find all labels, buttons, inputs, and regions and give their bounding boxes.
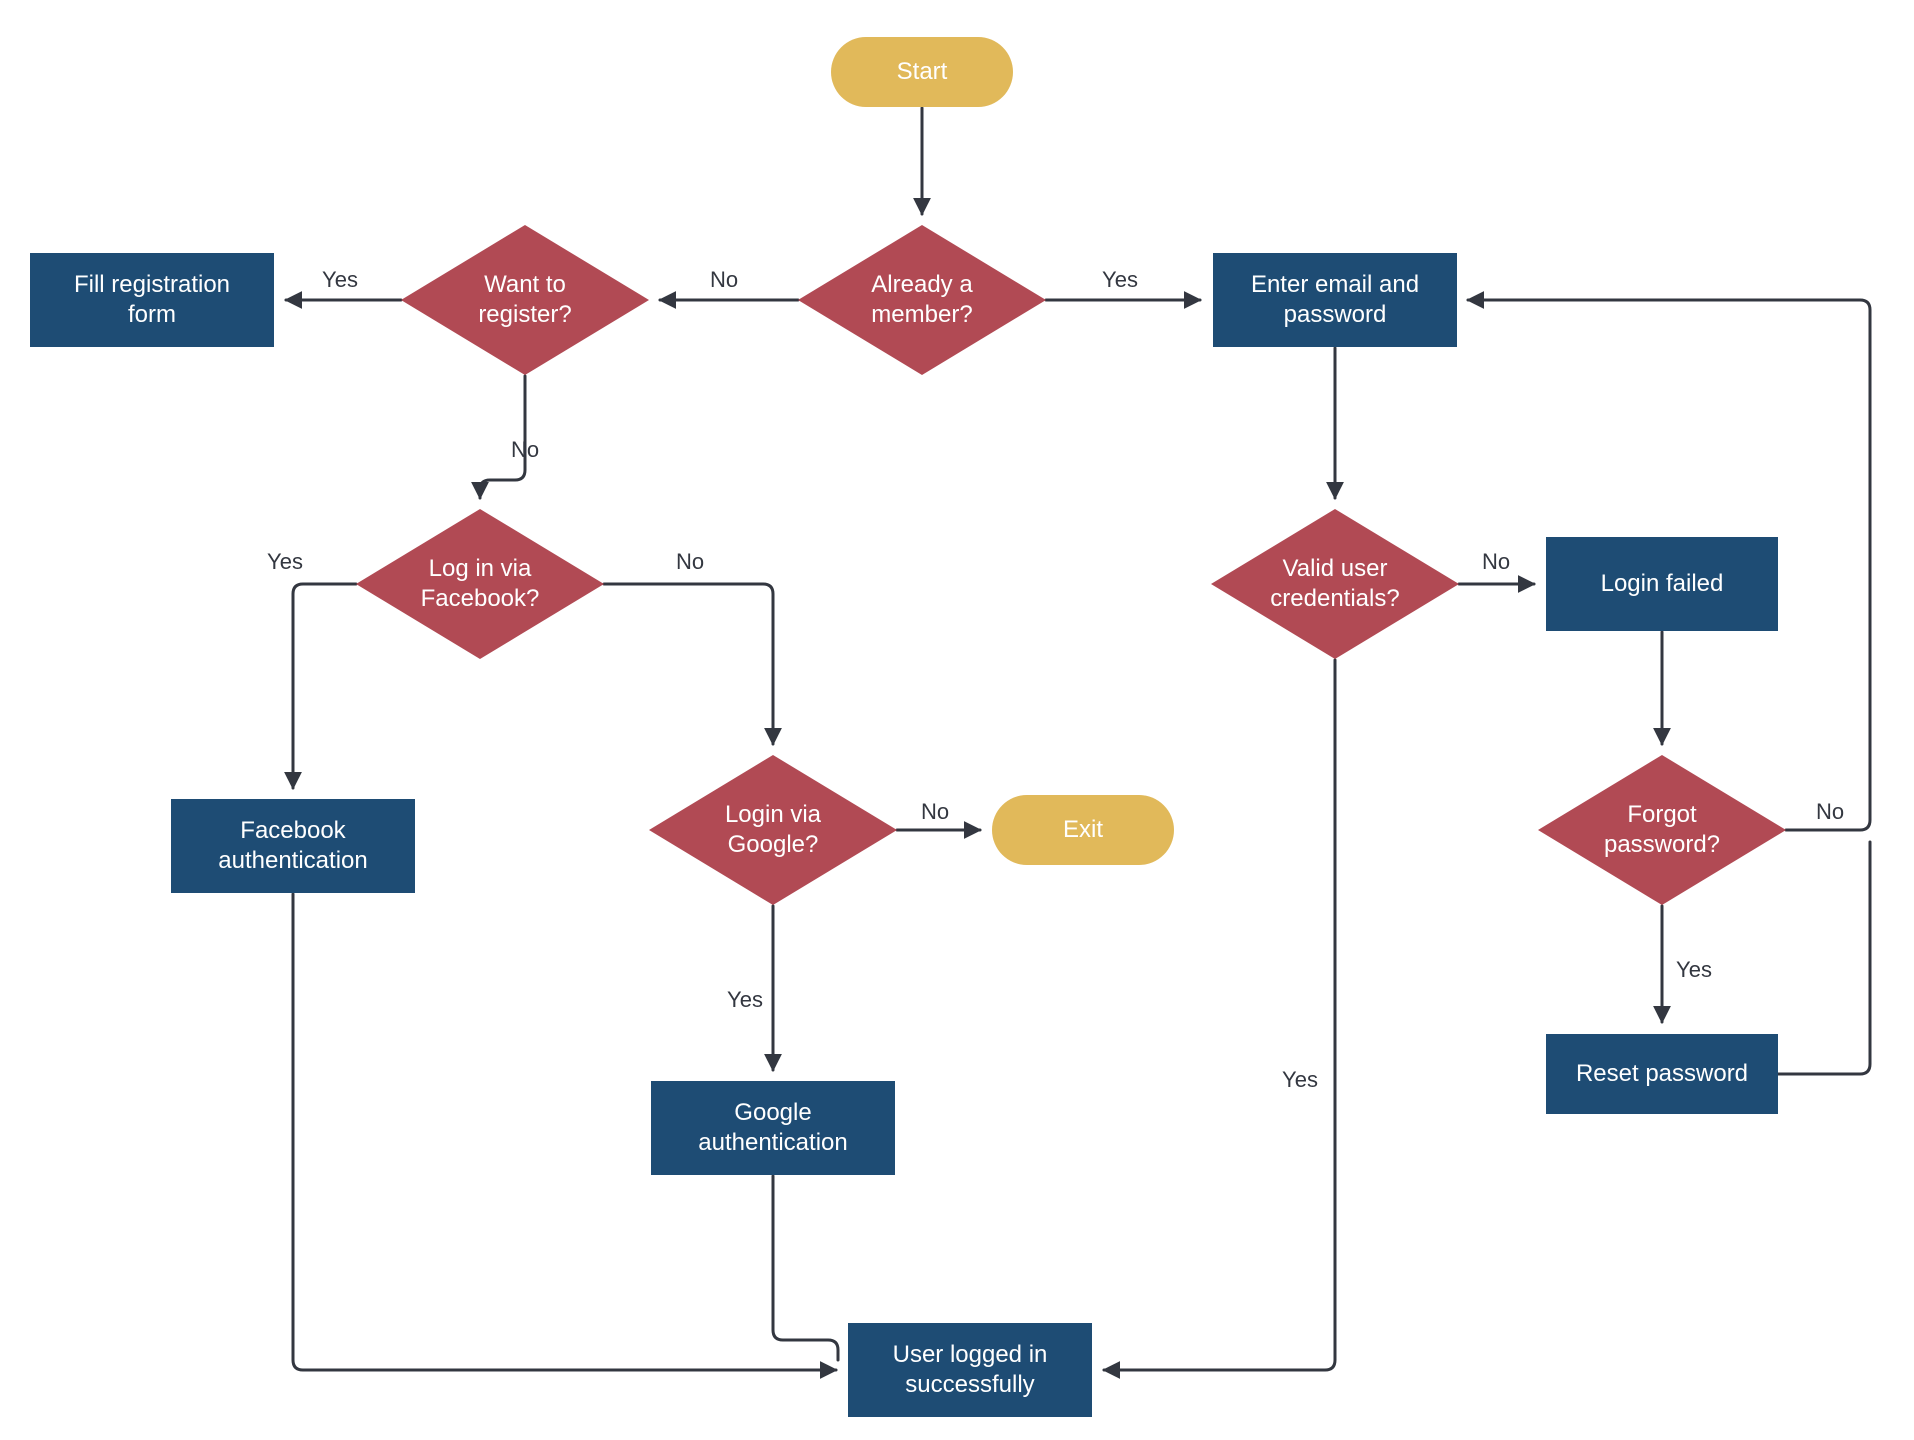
node-label-enter: Enter email andpassword — [1251, 270, 1419, 330]
node-register: Want toregister? — [401, 225, 649, 375]
node-exit: Exit — [992, 795, 1174, 865]
node-label-register: Want toregister? — [478, 270, 571, 330]
edge-label-e-member-enter: Yes — [1102, 267, 1138, 293]
edge-e-fb-yes — [293, 584, 356, 788]
edge-label-e-fb-yes: Yes — [267, 549, 303, 575]
edge-label-e-forgot-no: No — [1816, 799, 1844, 825]
edge-label-e-member-reg: No — [710, 267, 738, 293]
edge-label-e-google-no: No — [921, 799, 949, 825]
edge-label-e-reg-fill: Yes — [322, 267, 358, 293]
node-label-valid: Valid usercredentials? — [1270, 554, 1399, 614]
node-reset: Reset password — [1546, 1034, 1778, 1114]
node-label-reset: Reset password — [1576, 1059, 1748, 1089]
node-label-member: Already amember? — [871, 270, 972, 330]
edge-label-e-google-yes: Yes — [727, 987, 763, 1013]
node-label-fbauth: Facebookauthentication — [218, 816, 367, 876]
node-label-google: Login viaGoogle? — [725, 800, 821, 860]
edge-e-fb-no — [604, 584, 773, 744]
node-label-fillform: Fill registrationform — [74, 270, 230, 330]
edge-label-e-valid-no: No — [1482, 549, 1510, 575]
node-fbauth: Facebookauthentication — [171, 799, 415, 893]
node-forgot: Forgotpassword? — [1538, 755, 1786, 905]
node-logged: User logged insuccessfully — [848, 1323, 1092, 1417]
node-label-fb: Log in viaFacebook? — [421, 554, 540, 614]
edges-layer — [0, 0, 1914, 1440]
edge-label-e-valid-yes: Yes — [1282, 1067, 1318, 1093]
node-google: Login viaGoogle? — [649, 755, 897, 905]
edge-label-e-forgot-yes: Yes — [1676, 957, 1712, 983]
flowchart-canvas: Start Already amember? Want toregister? Fil… — [0, 0, 1914, 1440]
node-label-gauth: Googleauthentication — [698, 1098, 847, 1158]
node-fillform: Fill registrationform — [30, 253, 274, 347]
edge-label-e-reg-no: No — [511, 437, 539, 463]
node-start: Start — [831, 37, 1013, 107]
node-label-forgot: Forgotpassword? — [1604, 800, 1720, 860]
node-enter: Enter email andpassword — [1213, 253, 1457, 347]
node-label-start: Start — [897, 57, 948, 87]
node-label-exit: Exit — [1063, 815, 1103, 845]
node-valid: Valid usercredentials? — [1211, 509, 1459, 659]
node-gauth: Googleauthentication — [651, 1081, 895, 1175]
edge-e-valid-yes — [1104, 660, 1335, 1370]
node-label-logged: User logged insuccessfully — [893, 1340, 1048, 1400]
node-fail: Login failed — [1546, 537, 1778, 631]
edge-e-reset-enter — [1778, 842, 1870, 1074]
node-label-fail: Login failed — [1601, 569, 1724, 599]
node-member: Already amember? — [798, 225, 1046, 375]
edge-label-e-fb-no: No — [676, 549, 704, 575]
node-fb: Log in viaFacebook? — [356, 509, 604, 659]
edge-e-gauth-logged — [773, 1176, 838, 1360]
